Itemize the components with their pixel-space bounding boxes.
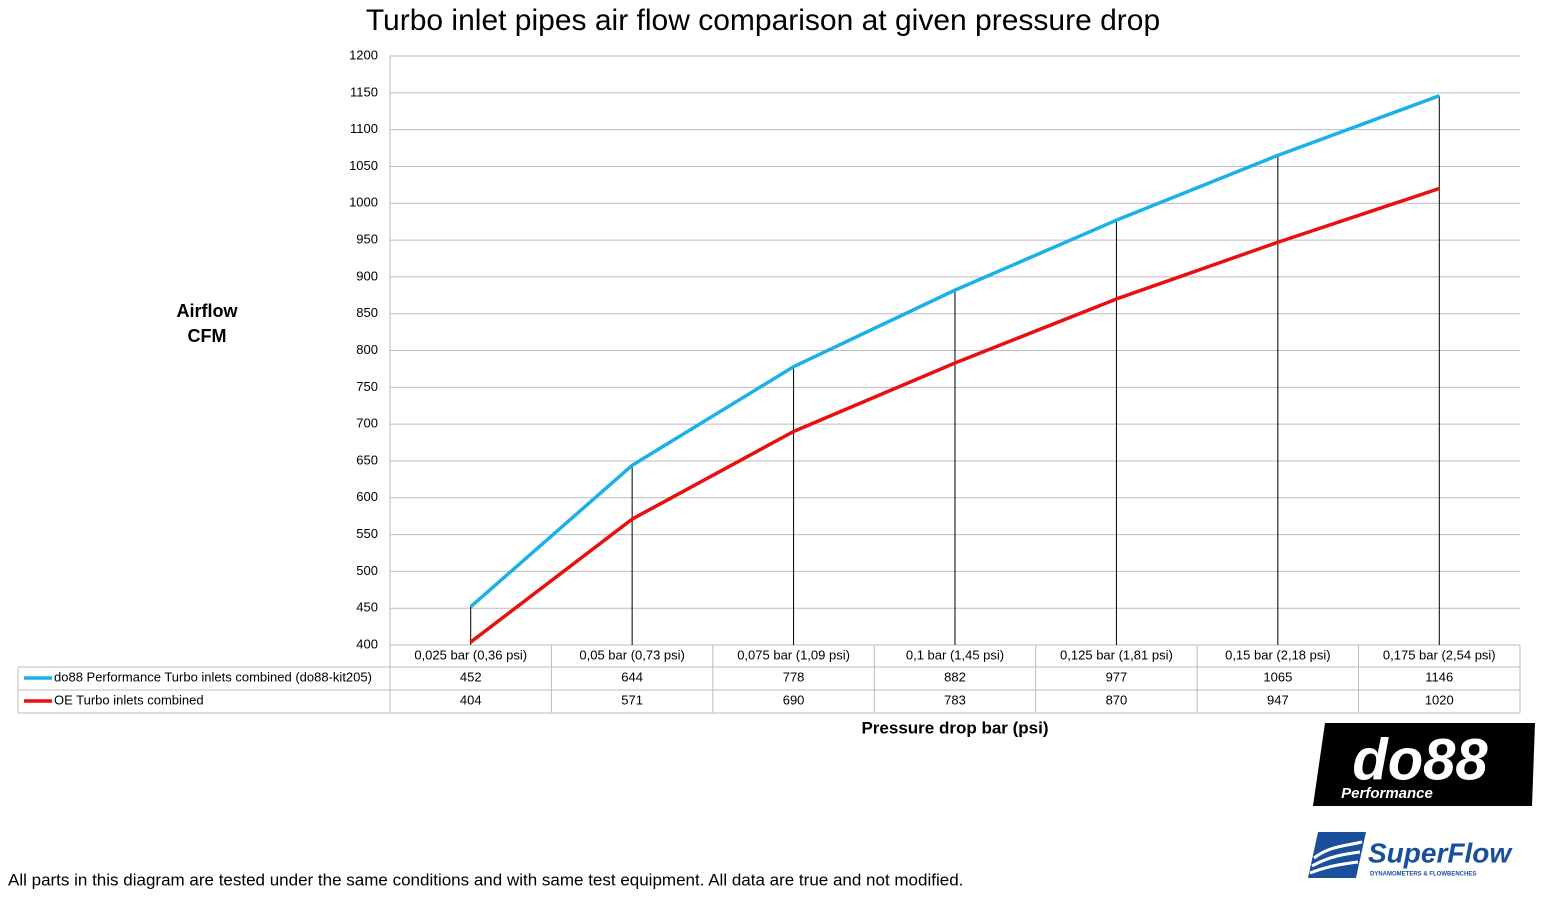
- y-tick-label: 900: [356, 268, 378, 283]
- logo-icon-lines: [1309, 840, 1363, 875]
- x-tick-label: 0,1 bar (1,45 psi): [906, 647, 1004, 662]
- y-tick-label: 400: [356, 636, 378, 651]
- y-tick-label: 1200: [349, 47, 378, 62]
- logo-text: do88: [1352, 727, 1488, 792]
- legend-label: OE Turbo inlets combined: [54, 692, 204, 707]
- x-tick-label: 0,175 bar (2,54 psi): [1383, 647, 1496, 662]
- y-axis-label: Airflow: [177, 301, 239, 321]
- series-line: [469, 94, 1440, 609]
- y-tick-label: 550: [356, 526, 378, 541]
- table-value: 1146: [1425, 669, 1453, 684]
- table-value: 947: [1267, 692, 1289, 707]
- y-tick-label: 500: [356, 563, 378, 578]
- table-value: 870: [1106, 692, 1128, 707]
- do88-logo: do88 Performance: [1313, 723, 1535, 806]
- logo-subtext: Performance: [1341, 785, 1433, 802]
- table-value: 452: [460, 669, 482, 684]
- series-line: [469, 186, 1440, 644]
- y-tick-label: 800: [356, 342, 378, 357]
- logo-subtext: DYNAMOMETERS & FLOWBENCHES: [1370, 872, 1476, 878]
- table-value: 882: [944, 669, 966, 684]
- x-tick-label: 0,075 bar (1,09 psi): [737, 647, 850, 662]
- y-axis-label: CFM: [188, 326, 227, 346]
- table-value: 571: [621, 692, 643, 707]
- table-value: 977: [1106, 669, 1128, 684]
- table-value: 690: [783, 692, 805, 707]
- logo-background: [1313, 723, 1535, 806]
- x-tick-label: 0,15 bar (2,18 psi): [1225, 647, 1331, 662]
- y-tick-label: 1050: [349, 158, 378, 173]
- y-tick-label: 450: [356, 600, 378, 615]
- chart-title: Turbo inlet pipes air flow comparison at…: [366, 4, 1160, 37]
- y-tick-label: 650: [356, 452, 378, 467]
- table-value: 1020: [1425, 692, 1454, 707]
- table-value: 644: [621, 669, 643, 684]
- superflow-logo: SuperFlow DYNAMOMETERS & FLOWBENCHES: [1308, 832, 1513, 878]
- y-tick-label: 950: [356, 232, 378, 247]
- x-tick-label: 0,025 bar (0,36 psi): [414, 647, 527, 662]
- x-tick-label: 0,125 bar (1,81 psi): [1060, 647, 1173, 662]
- x-tick-label: 0,05 bar (0,73 psi): [579, 647, 685, 662]
- table-value: 1065: [1263, 669, 1292, 684]
- legend-label: do88 Performance Turbo inlets combined (…: [54, 669, 372, 684]
- y-tick-label: 600: [356, 489, 378, 504]
- table-value: 404: [460, 692, 482, 707]
- logo-text: SuperFlow: [1368, 837, 1513, 868]
- footnote: All parts in this diagram are tested und…: [8, 870, 963, 889]
- table-value: 783: [944, 692, 966, 707]
- y-tick-label: 700: [356, 416, 378, 431]
- y-tick-label: 1150: [350, 84, 378, 99]
- y-tick-label: 750: [356, 379, 378, 394]
- table-value: 778: [783, 669, 805, 684]
- x-axis-label: Pressure drop bar (psi): [861, 718, 1048, 737]
- y-tick-label: 1100: [350, 121, 378, 136]
- y-tick-label: 1000: [349, 195, 378, 210]
- y-tick-label: 850: [356, 305, 378, 320]
